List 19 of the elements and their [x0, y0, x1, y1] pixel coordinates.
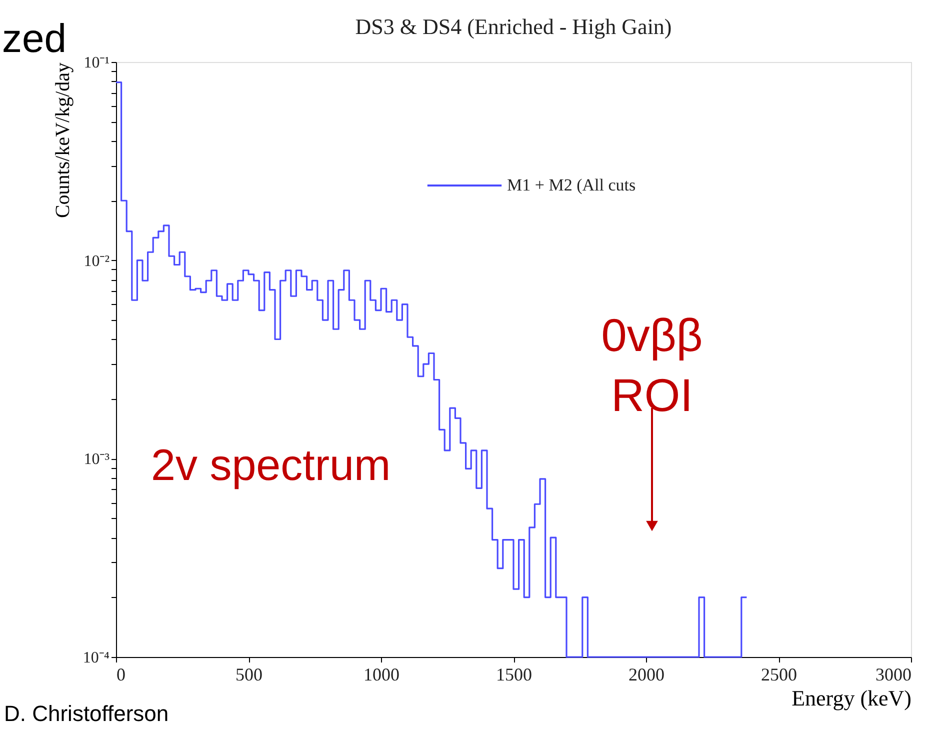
text: D. Christofferson: [4, 701, 169, 726]
annotation: 2v spectrum: [151, 441, 391, 490]
y-tick-label: 10⁻³: [84, 451, 110, 468]
x-tick-label: 0: [116, 664, 126, 684]
x-tick-label: 2500: [761, 664, 797, 684]
x-tick-label: 2000: [628, 664, 664, 684]
chart-title: DS3 & DS4 (Enriched - High Gain): [355, 14, 672, 39]
annotation: 0vββ ROI: [601, 309, 703, 421]
y-tick-label: 10⁻²: [84, 252, 110, 270]
y-tick-label: 10⁻¹: [84, 54, 110, 72]
text: zed: [2, 17, 66, 61]
x-axis-title: Energy (keV): [792, 686, 912, 710]
y-tick-label: 10⁻⁴: [82, 650, 110, 666]
y-axis-title: Counts/keV/kg/day: [52, 62, 74, 218]
x-tick-label: 1500: [496, 664, 532, 684]
legend-label: M1 + M2 (All cuts: [507, 176, 636, 194]
x-tick-label: 3000: [876, 664, 912, 684]
x-tick-label: 1000: [364, 664, 400, 684]
x-tick-label: 500: [236, 664, 262, 684]
